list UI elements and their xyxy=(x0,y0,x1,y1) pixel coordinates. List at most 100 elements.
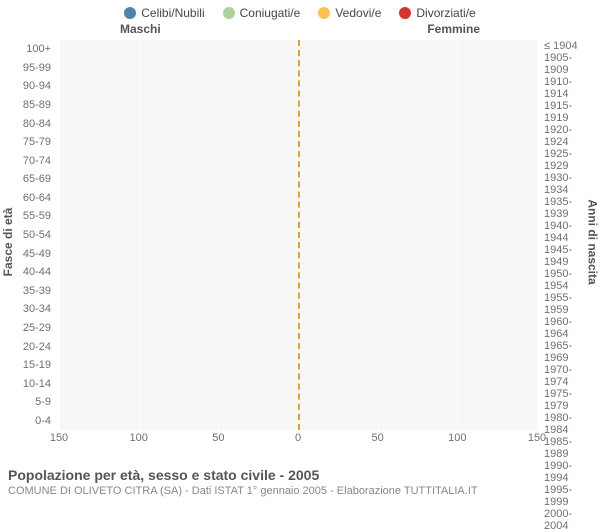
age-label: 70-74 xyxy=(0,151,55,170)
birth-year-label: 1915-1919 xyxy=(540,100,600,124)
x-tick: 150 xyxy=(50,432,68,444)
x-tick: 50 xyxy=(212,432,224,444)
legend-item: Celibi/Nubili xyxy=(124,6,204,20)
legend-swatch xyxy=(399,7,411,19)
x-tick: 150 xyxy=(528,432,546,444)
age-label: 45-49 xyxy=(0,244,55,263)
female-bar xyxy=(298,115,537,132)
male-bar xyxy=(59,97,298,114)
female-bar xyxy=(298,227,537,244)
birth-year-label: 1960-1964 xyxy=(540,316,600,340)
male-bar xyxy=(59,301,298,318)
age-label: 65-69 xyxy=(0,170,55,189)
birth-year-label: 1945-1949 xyxy=(540,244,600,268)
birth-year-label: 1910-1914 xyxy=(540,76,600,100)
male-bar xyxy=(59,171,298,188)
x-tick: 100 xyxy=(129,432,147,444)
legend-item: Coniugati/e xyxy=(223,6,301,20)
age-label: 90-94 xyxy=(0,77,55,96)
age-label: 85-89 xyxy=(0,96,55,115)
legend-item: Divorziati/e xyxy=(399,6,475,20)
header-female: Femmine xyxy=(427,22,480,36)
male-bar xyxy=(59,357,298,374)
birth-year-label: 1950-1954 xyxy=(540,268,600,292)
legend-label: Celibi/Nubili xyxy=(141,6,204,20)
age-label: 10-14 xyxy=(0,374,55,393)
female-bar xyxy=(298,320,537,337)
male-bar xyxy=(59,245,298,262)
birth-year-label: 1925-1929 xyxy=(540,148,600,172)
male-bar xyxy=(59,338,298,355)
female-bar xyxy=(298,60,537,77)
age-label: 80-84 xyxy=(0,114,55,133)
age-label: 5-9 xyxy=(0,393,55,412)
age-label: 30-34 xyxy=(0,300,55,319)
birth-year-label: 1930-1934 xyxy=(540,172,600,196)
legend-label: Divorziati/e xyxy=(416,6,475,20)
age-label: 50-54 xyxy=(0,226,55,245)
female-bar xyxy=(298,152,537,169)
male-bar xyxy=(59,413,298,430)
footer-title: Popolazione per età, sesso e stato civil… xyxy=(8,466,592,484)
birth-year-label: 1965-1969 xyxy=(540,340,600,364)
plot-area xyxy=(59,40,537,430)
birth-year-label: 1995-1999 xyxy=(540,484,600,508)
legend: Celibi/Nubili Coniugati/e Vedovi/e Divorzia… xyxy=(0,0,600,22)
male-bar xyxy=(59,227,298,244)
female-bar xyxy=(298,134,537,151)
female-bar xyxy=(298,78,537,95)
age-label: 15-19 xyxy=(0,356,55,375)
birth-year-label: 1935-1939 xyxy=(540,196,600,220)
birth-year-label: 1905-1909 xyxy=(540,52,600,76)
birth-year-label: 2000-2004 xyxy=(540,508,600,532)
birth-year-label: 1970-1974 xyxy=(540,364,600,388)
male-bar xyxy=(59,60,298,77)
male-bar xyxy=(59,208,298,225)
age-label: 100+ xyxy=(0,40,55,59)
age-label: 55-59 xyxy=(0,207,55,226)
female-bar xyxy=(298,301,537,318)
header-male: Maschi xyxy=(120,22,161,36)
age-label: 25-29 xyxy=(0,319,55,338)
birth-year-label: ≤ 1904 xyxy=(540,40,600,52)
male-bar xyxy=(59,190,298,207)
birth-year-label: 1920-1924 xyxy=(540,124,600,148)
legend-label: Vedovi/e xyxy=(335,6,381,20)
legend-swatch xyxy=(318,7,330,19)
age-label: 0-4 xyxy=(0,412,55,431)
legend-swatch xyxy=(223,7,235,19)
population-pyramid-chart: Fasce di età Anni di nascita Maschi Femm… xyxy=(0,22,600,462)
birth-year-label: 1940-1944 xyxy=(540,220,600,244)
male-bar xyxy=(59,152,298,169)
age-label: 20-24 xyxy=(0,337,55,356)
female-bar xyxy=(298,245,537,262)
legend-item: Vedovi/e xyxy=(318,6,381,20)
female-bar xyxy=(298,394,537,411)
footer-subtitle: COMUNE DI OLIVETO CITRA (SA) - Dati ISTA… xyxy=(8,484,592,498)
legend-swatch xyxy=(124,7,136,19)
birth-year-label: 1985-1989 xyxy=(540,436,600,460)
male-bar xyxy=(59,41,298,58)
male-bar xyxy=(59,283,298,300)
birth-year-label: 1975-1979 xyxy=(540,388,600,412)
male-bar xyxy=(59,264,298,281)
male-bar xyxy=(59,394,298,411)
male-bar xyxy=(59,78,298,95)
female-bar xyxy=(298,338,537,355)
x-tick: 0 xyxy=(295,432,301,444)
age-label: 60-64 xyxy=(0,189,55,208)
female-bar xyxy=(298,208,537,225)
legend-label: Coniugati/e xyxy=(240,6,301,20)
birth-year-label: 1990-1994 xyxy=(540,460,600,484)
male-bar xyxy=(59,134,298,151)
x-tick: 100 xyxy=(448,432,466,444)
female-bar xyxy=(298,264,537,281)
male-bar xyxy=(59,320,298,337)
y-axis-right-labels: ≤ 19041905-19091910-19141915-19191920-19… xyxy=(540,40,600,430)
age-label: 35-39 xyxy=(0,282,55,301)
birth-year-label: 1980-1984 xyxy=(540,412,600,436)
age-label: 95-99 xyxy=(0,59,55,78)
female-bar xyxy=(298,413,537,430)
x-tick: 50 xyxy=(372,432,384,444)
female-bar xyxy=(298,283,537,300)
